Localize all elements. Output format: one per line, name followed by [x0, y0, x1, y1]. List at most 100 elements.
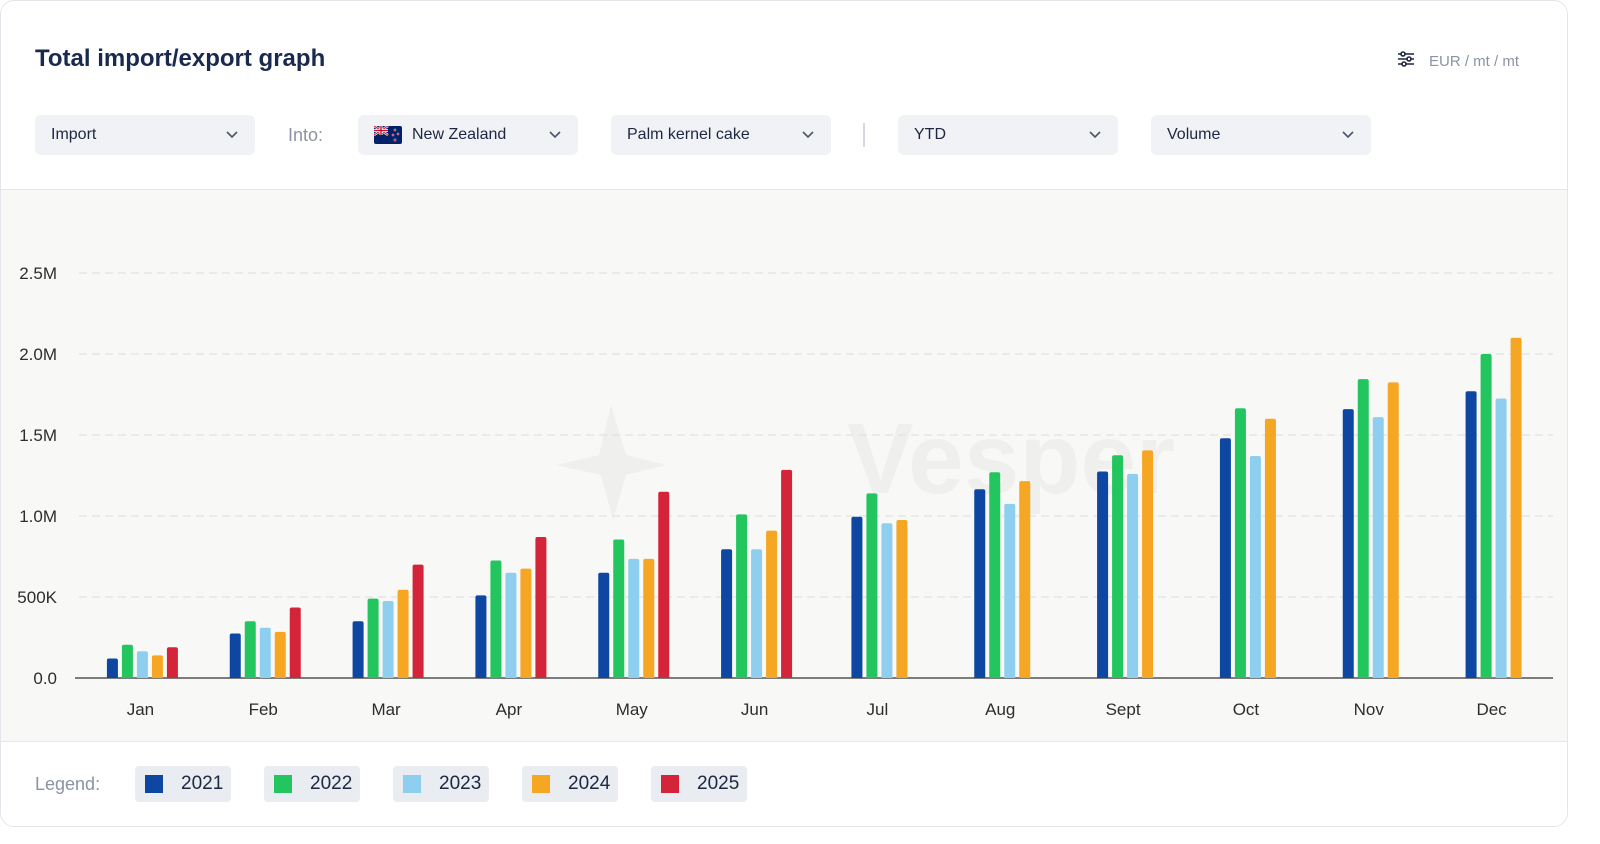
legend-item-label: 2022	[310, 773, 353, 794]
bar-2022-jan	[121, 644, 133, 678]
y-tick-label: 2.5M	[19, 264, 57, 283]
y-tick-label: 1.5M	[19, 426, 57, 445]
bar-2024-jul	[896, 520, 908, 678]
bar-2022-aug	[989, 472, 1001, 678]
direction-select[interactable]: Import	[35, 115, 255, 155]
legend-label: Legend:	[35, 774, 101, 794]
bar-2023-feb	[259, 627, 271, 678]
bar-2025-apr	[535, 537, 547, 678]
legend-item-2024[interactable]: 2024	[522, 766, 618, 802]
x-tick-label: May	[616, 700, 649, 719]
bar-2025-feb	[289, 607, 301, 678]
legend-swatch	[661, 775, 679, 793]
bar-2024-jan	[151, 655, 163, 678]
bar-2023-sept	[1127, 473, 1139, 678]
bar-2023-jan	[136, 651, 148, 678]
bar-2021-sept	[1097, 471, 1109, 678]
bar-2025-may	[658, 491, 670, 678]
x-tick-label: Jun	[741, 700, 768, 719]
y-tick-label: 2.0M	[19, 345, 57, 364]
legend: Legend: 2021 2022 2023 2024 2025	[1, 742, 1567, 826]
bar-2023-may	[628, 558, 640, 678]
x-tick-label: Aug	[985, 700, 1015, 719]
bar-2025-jun	[781, 469, 793, 678]
unit-label: EUR / mt / mt	[1429, 53, 1519, 70]
bar-2023-jul	[881, 523, 893, 678]
bar-2021-dec	[1465, 391, 1477, 678]
page-title: Total import/export graph	[35, 45, 326, 72]
legend-item-2021[interactable]: 2021	[135, 766, 231, 802]
bar-2021-jun	[721, 549, 733, 678]
bar-2022-may	[613, 539, 625, 678]
chevron-down-icon	[1342, 131, 1354, 139]
bar-2021-jul	[851, 516, 863, 678]
watermark-text: Vesper	[847, 403, 1175, 515]
period-value: YTD	[914, 126, 946, 143]
bar-2025-mar	[412, 564, 424, 678]
bar-2024-mar	[397, 589, 409, 678]
x-tick-label: Apr	[496, 700, 523, 719]
watermark-star-icon	[556, 405, 666, 520]
legend-swatch	[532, 775, 550, 793]
y-tick-label: 1.0M	[19, 507, 57, 526]
bar-2022-apr	[490, 560, 502, 678]
legend-swatch	[403, 775, 421, 793]
unit-selector[interactable]: EUR / mt / mt	[1397, 51, 1519, 72]
bar-2021-apr	[475, 595, 487, 678]
bar-2021-mar	[352, 621, 364, 678]
bar-2024-feb	[274, 631, 286, 678]
product-select[interactable]: Palm kernel cake	[611, 115, 831, 155]
bar-2023-apr	[505, 572, 517, 678]
product-value: Palm kernel cake	[627, 126, 750, 143]
bar-2024-oct	[1264, 418, 1276, 678]
measure-select[interactable]: Volume	[1151, 115, 1371, 155]
x-tick-label: Feb	[249, 700, 278, 719]
bar-2022-nov	[1357, 379, 1369, 678]
bar-2024-dec	[1510, 337, 1522, 678]
bar-2024-aug	[1019, 481, 1031, 678]
card-header: Total import/export graph EUR / mt / mt …	[1, 1, 1567, 190]
y-tick-label: 0.0	[33, 669, 57, 688]
bar-2024-apr	[520, 568, 532, 678]
into-label: Into:	[288, 125, 324, 145]
bar-2023-nov	[1372, 417, 1384, 678]
bar-2023-mar	[382, 601, 394, 678]
bar-2022-mar	[367, 598, 379, 678]
x-tick-label: Sept	[1106, 700, 1141, 719]
country-value: New Zealand	[412, 126, 507, 143]
period-select[interactable]: YTD	[898, 115, 1118, 155]
legend-item-label: 2025	[697, 773, 740, 794]
chevron-down-icon	[802, 131, 814, 139]
sliders-icon[interactable]	[1397, 51, 1415, 72]
legend-item-2022[interactable]: 2022	[264, 766, 360, 802]
legend-item-2025[interactable]: 2025	[651, 766, 747, 802]
chevron-down-icon	[549, 131, 561, 139]
bar-chart: Vesper 0.0 500K 1.0M 1.5M 2.0M 2.5M Jan Feb Mar Ap…	[17, 264, 1553, 719]
bar-2022-feb	[244, 621, 256, 678]
bar-2021-feb	[229, 633, 241, 678]
bar-2023-oct	[1249, 456, 1261, 678]
bar-2023-dec	[1495, 398, 1507, 678]
y-tick-label: 500K	[17, 588, 57, 607]
bar-2022-jun	[736, 514, 748, 678]
country-select[interactable]: New Zealand	[358, 115, 578, 155]
bar-2022-jul	[866, 493, 878, 678]
chart-area: Vesper 0.0 500K 1.0M 1.5M 2.0M 2.5M Jan Feb Mar Ap…	[1, 190, 1567, 742]
legend-item-label: 2024	[568, 773, 611, 794]
legend-item-2023[interactable]: 2023	[393, 766, 489, 802]
chevron-down-icon	[1089, 131, 1101, 139]
legend-swatch	[145, 775, 163, 793]
chevron-down-icon	[226, 131, 238, 139]
legend-item-label: 2023	[439, 773, 482, 794]
chart-card: Total import/export graph EUR / mt / mt …	[0, 0, 1568, 827]
measure-value: Volume	[1167, 126, 1221, 143]
direction-value: Import	[51, 126, 97, 143]
bar-2021-oct	[1219, 438, 1231, 678]
bar-2022-sept	[1112, 455, 1124, 678]
bar-2023-jun	[751, 549, 763, 678]
legend-items: 2021 2022 2023 2024 2025	[135, 766, 747, 802]
x-tick-label: Nov	[1354, 700, 1385, 719]
new-zealand-flag-icon	[374, 126, 402, 144]
bar-2021-nov	[1342, 409, 1354, 678]
x-tick-label: Mar	[371, 700, 401, 719]
